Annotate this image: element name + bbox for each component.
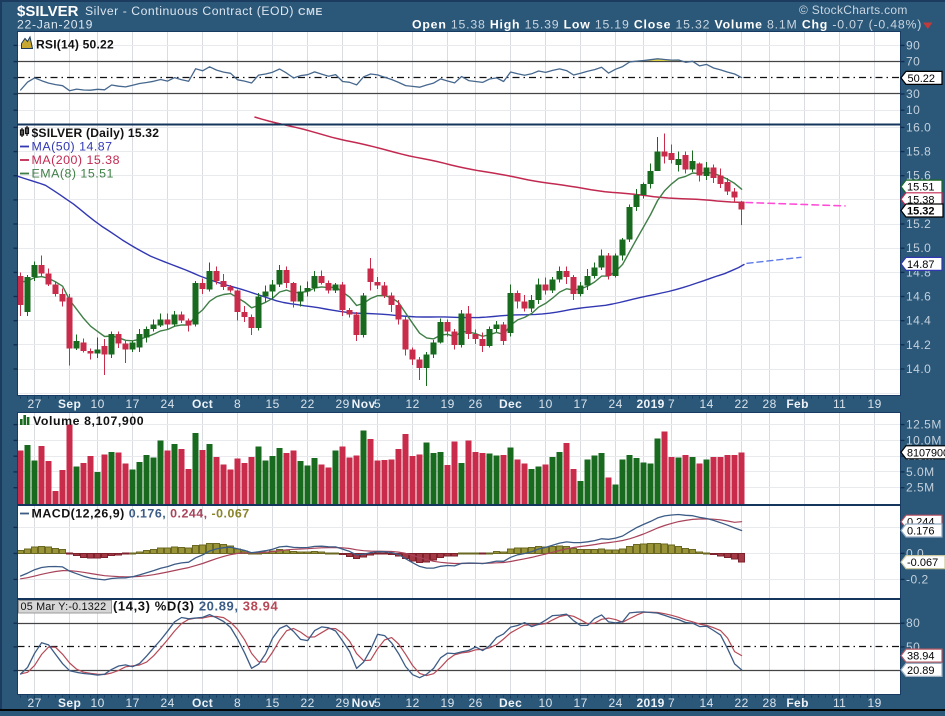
svg-text:90: 90 <box>906 38 920 52</box>
svg-text:26: 26 <box>469 696 483 710</box>
svg-text:Feb: Feb <box>786 696 809 710</box>
svg-text:27: 27 <box>28 696 42 710</box>
svg-text:11: 11 <box>833 397 846 411</box>
svg-text:29: 29 <box>336 397 350 411</box>
svg-text:10: 10 <box>539 397 553 411</box>
svg-text:12: 12 <box>406 696 420 710</box>
svg-text:Oct: Oct <box>192 696 213 710</box>
svg-text:© StockCharts.com: © StockCharts.com <box>799 3 908 17</box>
svg-text:14: 14 <box>700 397 714 411</box>
svg-text:16.0: 16.0 <box>906 120 931 134</box>
svg-text:22: 22 <box>735 696 749 710</box>
svg-text:05 Mar Y:-0.1322: 05 Mar Y:-0.1322 <box>21 601 107 613</box>
svg-text:17: 17 <box>126 696 140 710</box>
svg-text:Oct: Oct <box>192 397 213 411</box>
svg-text:14.2: 14.2 <box>906 338 931 352</box>
svg-text:26: 26 <box>469 397 483 411</box>
svg-text:-0.2: -0.2 <box>906 572 929 586</box>
svg-text:29: 29 <box>336 696 350 710</box>
svg-text:-0.067: -0.067 <box>907 557 938 569</box>
svg-text:19: 19 <box>441 696 455 710</box>
svg-text:Dec: Dec <box>499 397 522 411</box>
svg-text:CME: CME <box>298 6 323 18</box>
svg-text:15: 15 <box>266 397 280 411</box>
svg-text:$SILVER: $SILVER <box>17 3 79 20</box>
svg-text:15.51: 15.51 <box>907 182 935 194</box>
svg-text:28: 28 <box>763 696 777 710</box>
svg-text:MA(50) 14.87: MA(50) 14.87 <box>32 140 113 154</box>
svg-text:38.94: 38.94 <box>907 651 935 663</box>
svg-text:22: 22 <box>735 397 749 411</box>
svg-text:2019: 2019 <box>636 696 664 710</box>
svg-text:19: 19 <box>868 696 882 710</box>
svg-text:22-Jan-2019: 22-Jan-2019 <box>17 18 93 32</box>
svg-text:28: 28 <box>763 397 777 411</box>
svg-text:10.0M: 10.0M <box>906 433 942 447</box>
svg-text:15.0: 15.0 <box>906 241 931 255</box>
svg-text:12.5M: 12.5M <box>906 418 942 432</box>
svg-text:24: 24 <box>609 696 623 710</box>
svg-text:17: 17 <box>574 397 588 411</box>
svg-text:Silver - Continuous Contract (: Silver - Continuous Contract (EOD) <box>85 4 294 18</box>
svg-text:14.87: 14.87 <box>907 259 935 271</box>
svg-text:8: 8 <box>234 696 241 710</box>
svg-text:15.38: 15.38 <box>907 194 935 206</box>
svg-text:7: 7 <box>668 397 675 411</box>
svg-text:RSI(14) 50.22: RSI(14) 50.22 <box>36 38 114 52</box>
svg-text:24: 24 <box>161 696 175 710</box>
svg-text:5.0M: 5.0M <box>906 465 935 479</box>
svg-text:Feb: Feb <box>786 397 809 411</box>
svg-text:2.5M: 2.5M <box>906 481 935 495</box>
svg-text:24: 24 <box>161 397 175 411</box>
svg-text:17: 17 <box>574 696 588 710</box>
svg-text:15: 15 <box>266 696 280 710</box>
svg-text:Sep: Sep <box>58 696 81 710</box>
svg-text:80: 80 <box>906 616 920 630</box>
svg-text:8: 8 <box>234 397 241 411</box>
svg-text:50.22: 50.22 <box>908 73 936 85</box>
svg-text:22: 22 <box>301 696 315 710</box>
svg-text:14.6: 14.6 <box>906 290 931 304</box>
svg-text:70: 70 <box>906 55 920 69</box>
svg-text:MACD(12,26,9) 0.176, 0.244, -0: MACD(12,26,9) 0.176, 0.244, -0.067 <box>32 507 250 521</box>
svg-text:14: 14 <box>700 696 714 710</box>
svg-text:14.4: 14.4 <box>906 314 931 328</box>
svg-text:8107900: 8107900 <box>907 447 945 459</box>
svg-text:15.2: 15.2 <box>906 217 931 231</box>
svg-text:19: 19 <box>868 397 882 411</box>
svg-text:17: 17 <box>126 397 140 411</box>
svg-text:Nov: Nov <box>352 397 376 411</box>
svg-text:30: 30 <box>906 87 920 101</box>
svg-text:Volume 8,107,900: Volume 8,107,900 <box>33 414 144 428</box>
svg-text:10: 10 <box>906 103 920 117</box>
svg-text:11: 11 <box>833 696 846 710</box>
svg-text:2019: 2019 <box>636 397 664 411</box>
svg-text:15.8: 15.8 <box>906 145 931 159</box>
svg-text:10: 10 <box>539 696 553 710</box>
svg-text:$SILVER (Daily) 15.32: $SILVER (Daily) 15.32 <box>32 126 160 140</box>
svg-text:MA(200) 15.38: MA(200) 15.38 <box>32 153 120 167</box>
svg-text:27: 27 <box>28 397 42 411</box>
svg-text:15.6: 15.6 <box>906 169 931 183</box>
svg-text:15.32: 15.32 <box>907 206 935 218</box>
svg-text:10: 10 <box>91 696 105 710</box>
svg-text:24: 24 <box>609 397 623 411</box>
svg-text:19: 19 <box>441 397 455 411</box>
svg-text:20.89: 20.89 <box>907 665 935 677</box>
svg-text:14.0: 14.0 <box>906 362 931 376</box>
svg-text:12: 12 <box>406 397 420 411</box>
svg-text:(14,3) %D(3) 20.89, 38.94: (14,3) %D(3) 20.89, 38.94 <box>113 599 278 614</box>
svg-text:Dec: Dec <box>499 696 522 710</box>
svg-text:22: 22 <box>301 397 315 411</box>
svg-text:5: 5 <box>374 696 381 710</box>
svg-text:Sep: Sep <box>58 397 81 411</box>
svg-text:Open 15.38 High 15.39 Low 15.1: Open 15.38 High 15.39 Low 15.19 Close 15… <box>412 18 922 32</box>
svg-text:10: 10 <box>91 397 105 411</box>
svg-text:5: 5 <box>374 397 381 411</box>
svg-text:Nov: Nov <box>352 696 376 710</box>
svg-text:0.176: 0.176 <box>907 526 935 538</box>
svg-text:EMA(8) 15.51: EMA(8) 15.51 <box>32 167 114 181</box>
svg-text:7: 7 <box>668 696 675 710</box>
